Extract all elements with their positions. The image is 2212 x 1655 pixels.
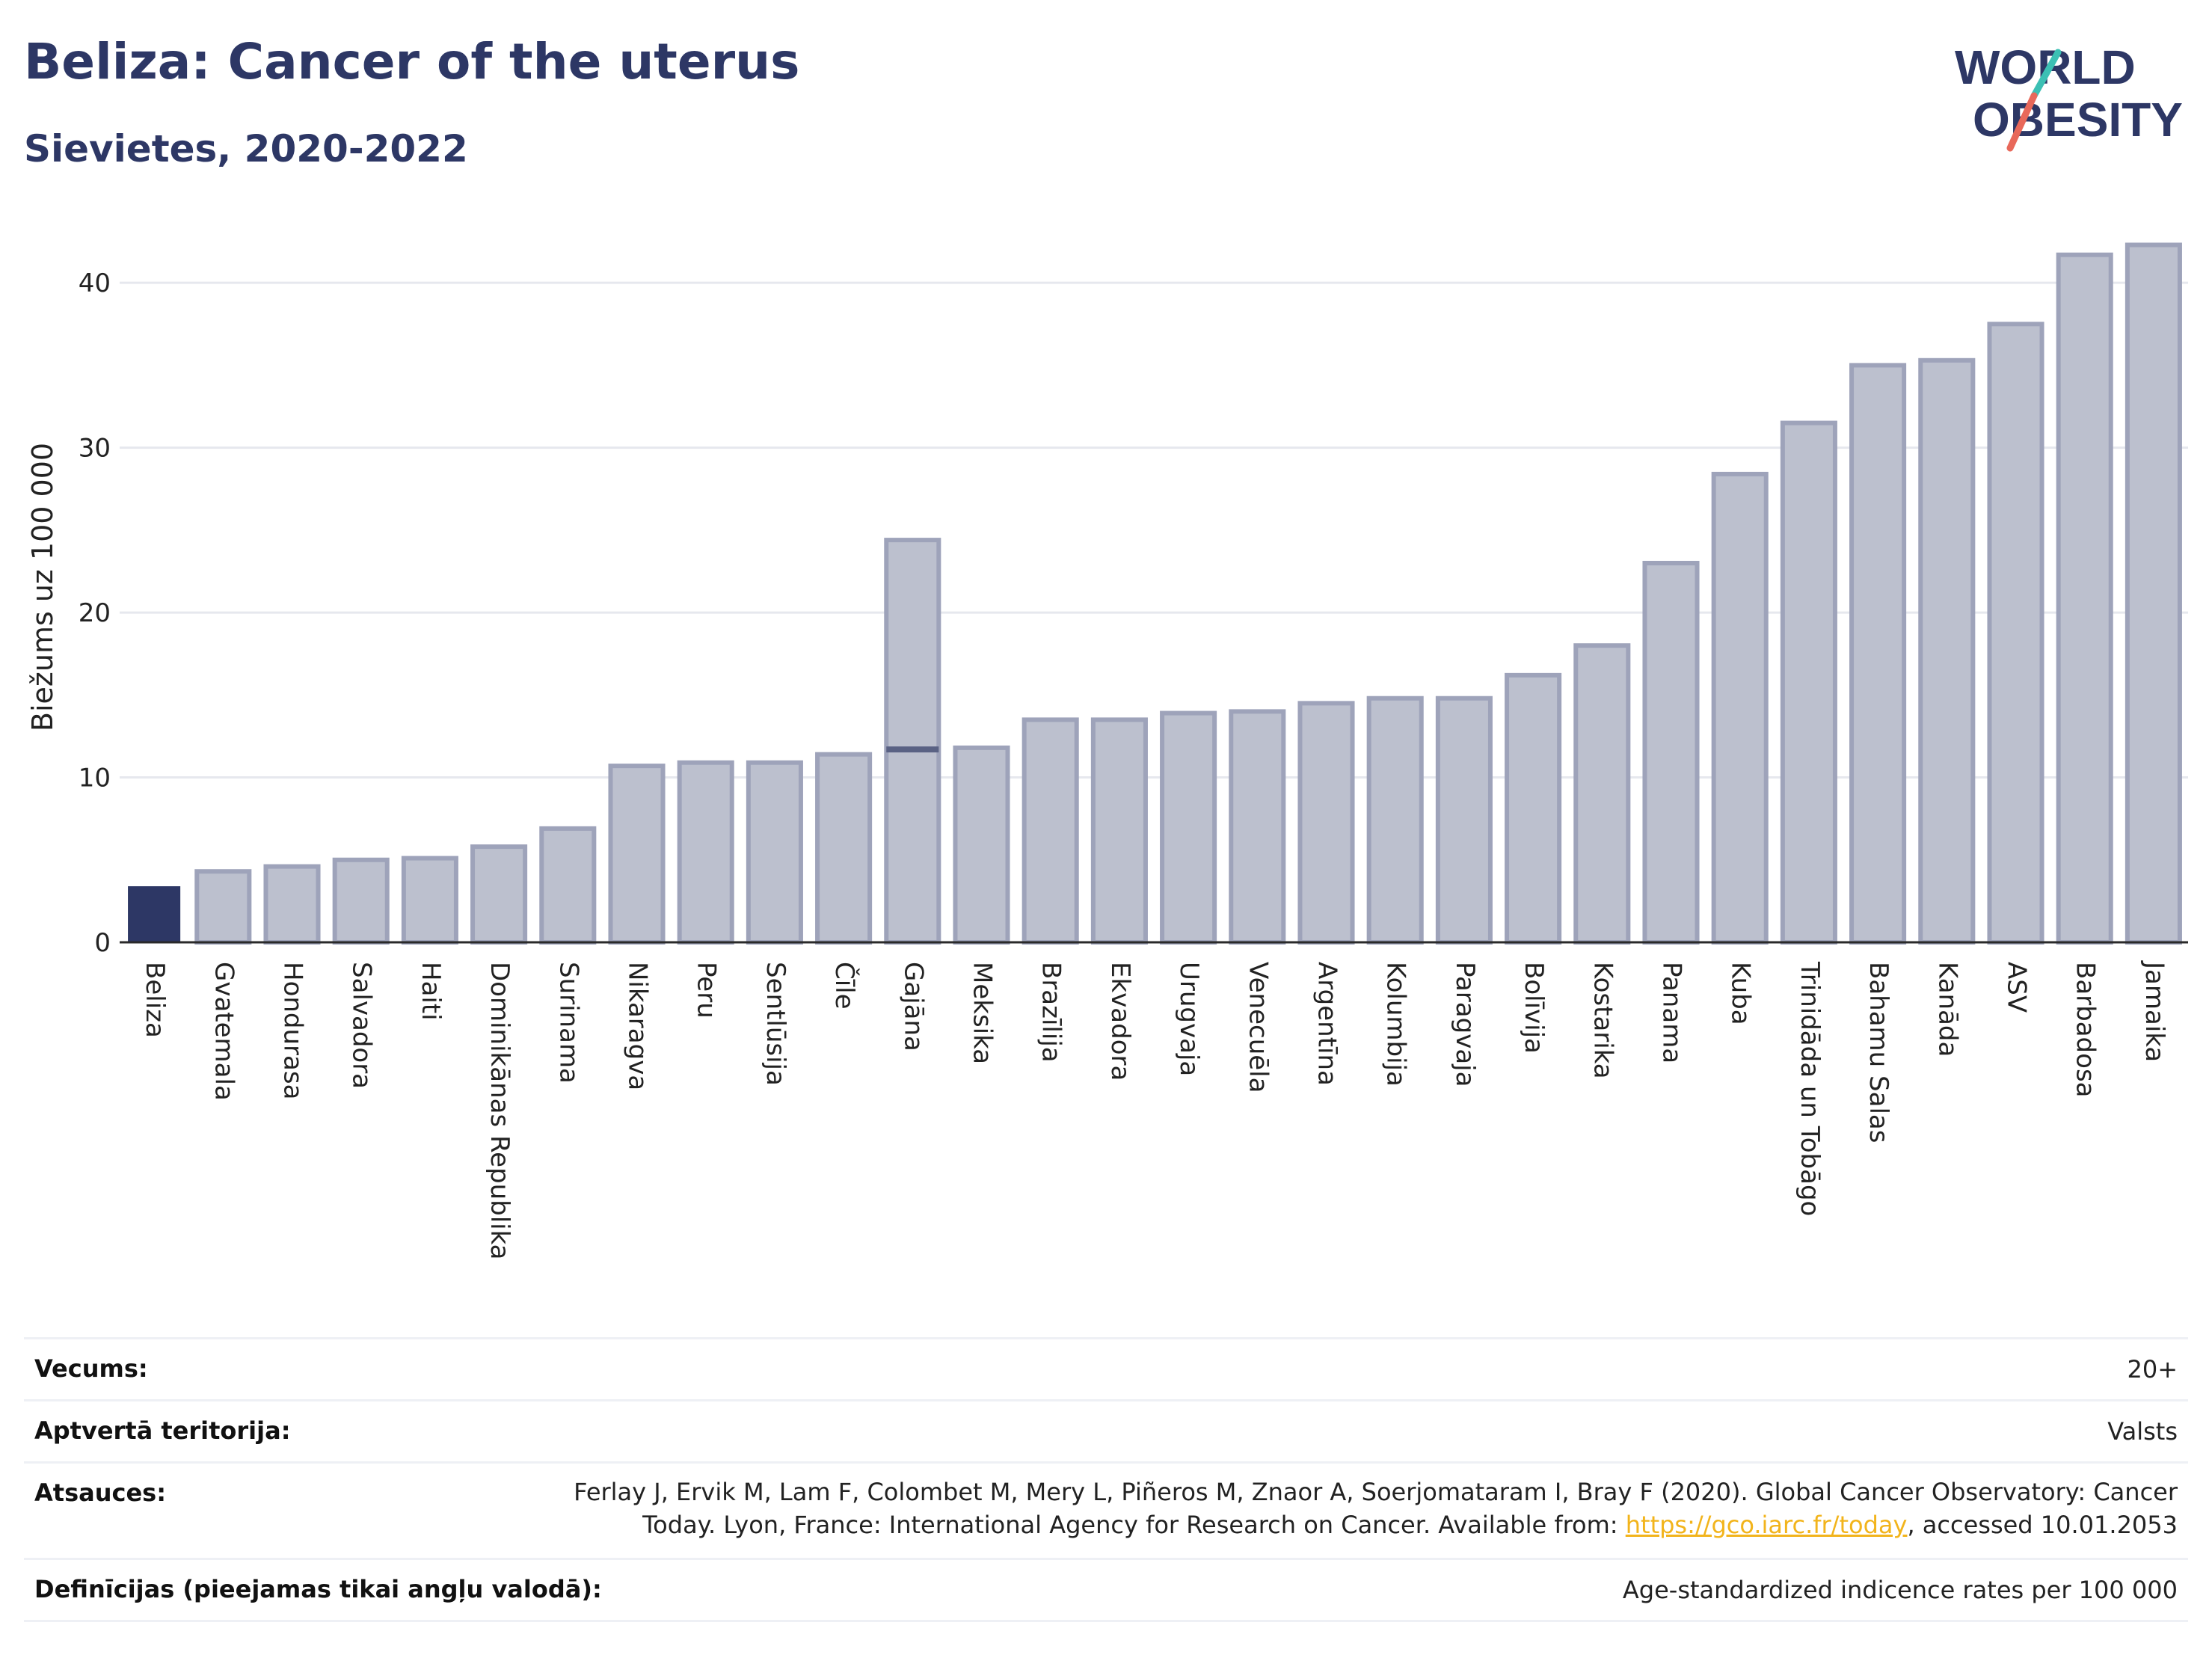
x-tick-label: Peru <box>692 962 722 1019</box>
bar <box>1642 560 1700 945</box>
info-value-age: 20+ <box>2127 1355 2178 1384</box>
info-row-references: Atsauces: Ferlay J, Ervik M, Lam F, Colo… <box>24 1461 2188 1558</box>
bar-highlight <box>128 886 181 942</box>
x-tick-label: Gvatemala <box>209 962 239 1101</box>
bar <box>746 760 803 945</box>
x-tick-label: Kanāda <box>1932 962 1962 1057</box>
bar <box>2125 242 2182 945</box>
x-tick-label: Venecuēla <box>1243 962 1273 1093</box>
y-tick-label: 20 <box>79 598 111 628</box>
x-tick-label: Nikaragva <box>623 962 653 1090</box>
bar <box>539 826 597 945</box>
x-tick-label: Haiti <box>416 962 446 1021</box>
x-tick-label: Čīle <box>829 962 860 1010</box>
x-tick-label: Argentīna <box>1312 962 1342 1086</box>
bar <box>1711 471 1769 945</box>
logo-slash-teal <box>2030 49 2062 99</box>
bar <box>1849 363 1907 945</box>
bar <box>1229 709 1286 945</box>
info-label-references: Atsauces: <box>34 1479 166 1507</box>
x-tick-label: Gajāna <box>898 962 928 1051</box>
reference-line-2-post: , accessed 10.01.2053 <box>1907 1511 2178 1539</box>
reference-link[interactable]: https://gco.iarc.fr/today <box>1625 1511 1908 1539</box>
bar <box>1090 717 1148 945</box>
x-tick-label: Kostarika <box>1588 962 1617 1079</box>
bar <box>470 844 528 945</box>
bar <box>815 752 873 945</box>
bar <box>1505 672 1562 945</box>
x-tick-label: Meksika <box>968 962 998 1064</box>
info-row-age: Vecums: 20+ <box>24 1337 2188 1399</box>
bar <box>1297 701 1355 945</box>
logo-line1: WORLD <box>1955 40 2136 94</box>
reference-line-1: Ferlay J, Ervik M, Lam F, Colombet M, Me… <box>574 1478 2178 1506</box>
world-obesity-logo: WORLD OBESITY <box>1955 40 2183 152</box>
bar <box>194 869 252 945</box>
x-tick-label: Panama <box>1657 962 1687 1063</box>
info-row-territory: Aptvertā teritorija: Valsts <box>24 1399 2188 1461</box>
x-tick-label: Bolīvija <box>1519 962 1549 1054</box>
info-label-territory: Aptvertā teritorija: <box>34 1416 291 1445</box>
y-tick-label: 10 <box>79 764 111 793</box>
x-tick-label: Brazīlija <box>1036 962 1066 1063</box>
bar <box>1987 322 2044 945</box>
bar-chart: 0 10 20 30 40 Biežums uz 100 000 Beliza Gvatema… <box>26 242 2188 1260</box>
bar <box>1160 710 1217 945</box>
bar <box>1366 696 1424 945</box>
info-table: Vecums: 20+ Aptvertā teritorija: Valsts … <box>24 1337 2188 1622</box>
bar <box>677 760 734 945</box>
x-tick-label: Surinama <box>553 962 583 1084</box>
info-value-territory: Valsts <box>2107 1417 2178 1446</box>
reference-line-2: Today. Lyon, France: International Agenc… <box>574 1508 2178 1541</box>
bar <box>953 745 1010 945</box>
info-label-age: Vecums: <box>34 1354 148 1383</box>
bar <box>1780 420 1837 945</box>
bar <box>263 864 321 945</box>
info-row-definitions: Definīcijas (pieejamas tikai angļu valod… <box>24 1558 2188 1622</box>
chart-subtitle: Sievietes, 2020-2022 <box>24 127 468 171</box>
bar <box>2056 252 2113 945</box>
x-tick-label: Salvadora <box>347 962 377 1089</box>
x-tick-label: Urugvaja <box>1174 962 1204 1076</box>
x-tick-label: ASV <box>2002 962 2032 1013</box>
info-value-definitions: Age-standardized indicence rates per 100… <box>1622 1576 2178 1604</box>
info-value-references: Ferlay J, Ervik M, Lam F, Colombet M, Me… <box>574 1476 2178 1541</box>
x-tick-label: Hondurasa <box>278 962 308 1099</box>
logo-slash-red <box>2006 92 2038 152</box>
bar <box>608 764 666 945</box>
x-tick-label: Trinidāda un Tobāgo <box>1795 961 1825 1216</box>
x-tick-label: Ekvadora <box>1105 962 1135 1081</box>
x-tick-label: Bahamu Salas <box>1864 962 1893 1143</box>
chart-title: Beliza: Cancer of the uterus <box>24 33 800 90</box>
bar <box>1918 357 1976 945</box>
bar <box>1573 643 1631 945</box>
x-tick-label: Beliza <box>140 962 170 1038</box>
x-tick-label: Jamaika <box>2139 960 2169 1062</box>
reference-line-2-pre: Today. Lyon, France: International Agenc… <box>642 1511 1626 1539</box>
x-tick-label: Kuba <box>1726 962 1756 1025</box>
bar <box>401 856 458 945</box>
info-label-definitions: Definīcijas (pieejamas tikai angļu valod… <box>34 1575 602 1603</box>
x-tick-label: Barbadosa <box>2071 962 2101 1098</box>
y-tick-label: 30 <box>79 434 111 464</box>
bar <box>1021 717 1079 945</box>
bar <box>332 857 390 945</box>
y-tick-label: 0 <box>94 928 111 958</box>
y-tick-label: 40 <box>79 268 111 298</box>
logo-line2: OBESITY <box>1973 93 2183 147</box>
x-tick-label: Dominikānas Republika <box>485 962 514 1260</box>
x-tick-label: Kolumbija <box>1381 962 1411 1087</box>
y-axis-label: Biežums uz 100 000 <box>26 443 59 731</box>
x-tick-label: Sentlūsija <box>761 962 790 1086</box>
bar <box>1435 696 1493 945</box>
bar <box>884 538 941 945</box>
x-tick-label: Paragvaja <box>1450 962 1480 1087</box>
